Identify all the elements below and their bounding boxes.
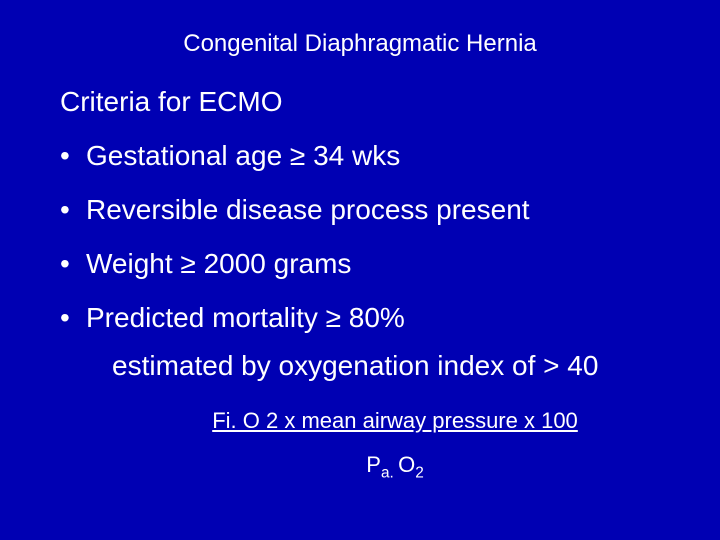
denom-sub1: a.: [381, 464, 398, 481]
slide-title: Congenital Diaphragmatic Hernia: [60, 30, 660, 58]
list-item: Weight ≥ 2000 grams: [60, 248, 660, 280]
formula-numerator: Fi. O 2 x mean airway pressure x 100: [130, 408, 660, 434]
denom-sub2: 2: [415, 464, 424, 481]
formula-denominator: Pa. O2: [130, 452, 660, 482]
slide-container: Congenital Diaphragmatic Hernia Criteria…: [0, 0, 720, 540]
denom-mid: O: [398, 452, 415, 477]
criteria-list: Gestational age ≥ 34 wks Reversible dise…: [60, 140, 660, 334]
list-item: Gestational age ≥ 34 wks: [60, 140, 660, 172]
list-item: Reversible disease process present: [60, 194, 660, 226]
slide-subtitle: Criteria for ECMO: [60, 86, 660, 118]
sub-explanation: estimated by oxygenation index of > 40: [112, 350, 660, 382]
list-item: Predicted mortality ≥ 80%: [60, 302, 660, 334]
denom-prefix: P: [366, 452, 381, 477]
